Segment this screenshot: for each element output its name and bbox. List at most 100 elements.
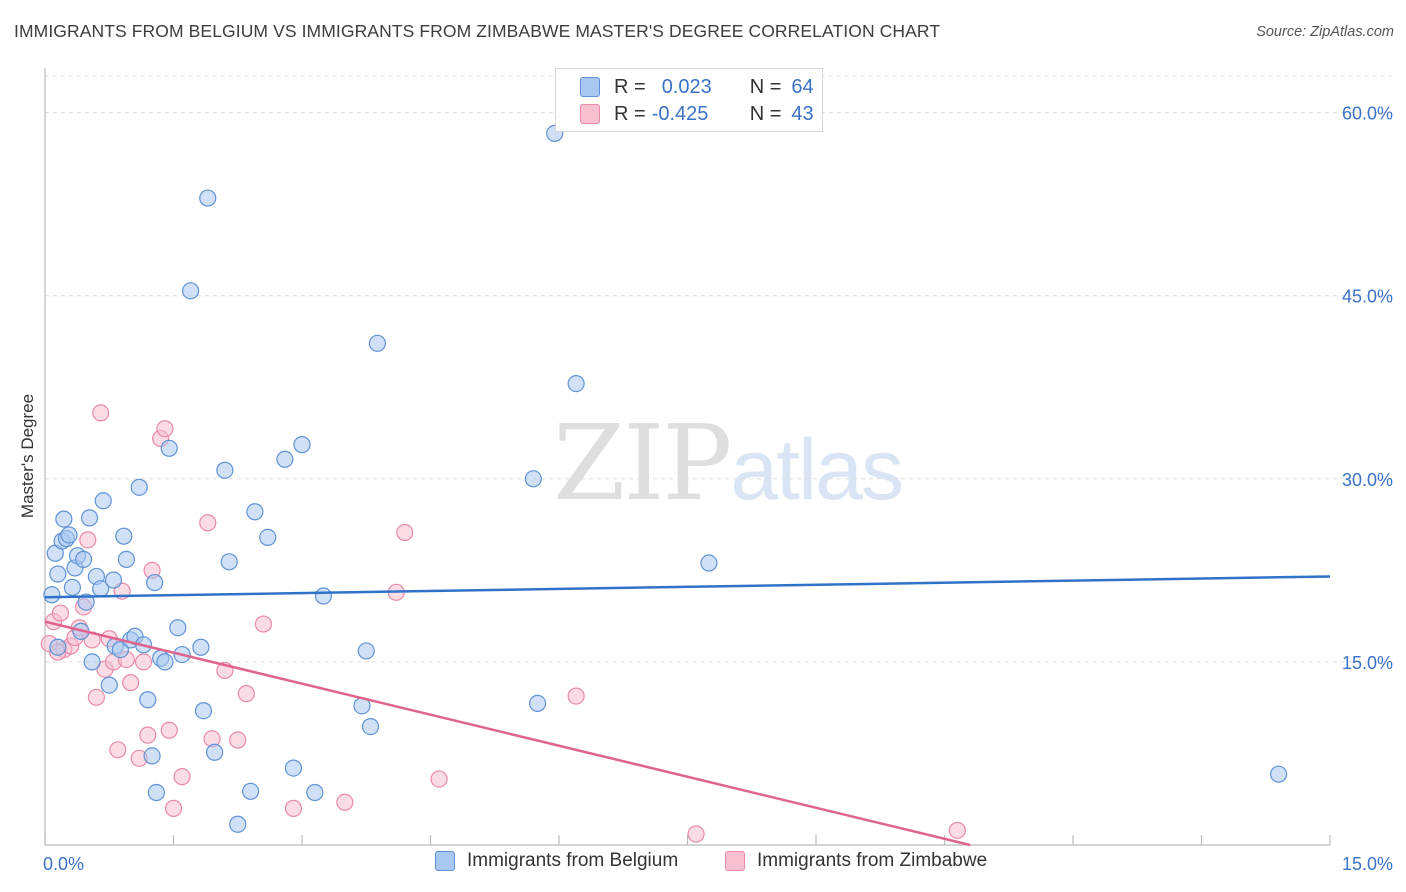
belgium-point-28 — [139, 691, 157, 709]
zimbabwe-point-38 — [430, 770, 448, 788]
source-label: Source: ZipAtlas.com — [1256, 24, 1394, 40]
chart-title: IMMIGRANTS FROM BELGIUM VS IMMIGRANTS FR… — [14, 21, 941, 41]
belgium-point-18 — [100, 676, 118, 694]
belgium-point-55 — [361, 717, 380, 736]
zimbabwe-point-26 — [164, 799, 183, 817]
zimbabwe-point-28 — [199, 514, 217, 532]
legend-item-belgium[interactable]: Immigrants from Belgium — [435, 850, 678, 872]
belgium-point-49 — [284, 759, 303, 777]
axes — [44, 68, 1330, 846]
belgium-point-22 — [115, 527, 133, 545]
x-tick-label-0: 0.0% — [43, 854, 84, 874]
zimbabwe-point-8 — [79, 531, 97, 549]
belgium-point-42 — [216, 461, 234, 479]
legend-row-belgium: R = 0.023 N = 64 — [580, 74, 814, 100]
zimbabwe-point-21 — [139, 726, 157, 744]
belgium-point-40 — [199, 189, 217, 207]
zimbabwe-point-18 — [122, 674, 140, 692]
y-tick-label-1: 30.0% — [1342, 470, 1393, 490]
zimbabwe-point-41 — [948, 821, 966, 839]
belgium-point-29 — [143, 747, 161, 765]
belgium-legend-label: Immigrants from Belgium — [467, 850, 679, 871]
legend-row-zimbabwe: R = -0.425 N = 43 — [580, 101, 814, 127]
zimbabwe-point-10 — [87, 688, 106, 706]
belgium-point-6 — [60, 526, 78, 544]
belgium-point-61 — [567, 375, 585, 393]
zimbabwe-trend-line — [44, 620, 971, 847]
belgium-point-12 — [77, 593, 95, 611]
zimbabwe-swatch — [580, 104, 600, 124]
x-axis-tick-labels: 0.0% 15.0% — [43, 854, 1393, 874]
zimbabwe-point-34 — [284, 799, 303, 817]
zimbabwe-point-20 — [134, 653, 153, 671]
zimbabwe-n-label: N = — [749, 102, 782, 125]
zimbabwe-point-35 — [336, 793, 354, 811]
belgium-point-44 — [229, 815, 247, 833]
belgium-r-label: R = — [614, 75, 646, 98]
zimbabwe-point-15 — [109, 741, 127, 759]
zimbabwe-r-label: R = — [614, 102, 646, 125]
zimbabwe-point-25 — [160, 721, 178, 739]
belgium-point-31 — [147, 783, 165, 802]
belgium-point-17 — [94, 492, 112, 510]
belgium-point-23 — [117, 550, 135, 568]
belgium-point-58 — [524, 470, 542, 488]
belgium-point-45 — [242, 782, 260, 800]
x-tick-label-1: 15.0% — [1342, 854, 1393, 874]
stats-legend: R = 0.023 N = 64 R = -0.425 N = 43 — [555, 68, 823, 132]
belgium-point-0 — [43, 586, 61, 604]
belgium-point-57 — [49, 638, 67, 656]
gridlines — [45, 75, 1392, 663]
x-axis-ticks — [44, 835, 1331, 845]
legend-item-zimbabwe[interactable]: Immigrants from Zimbabwe — [725, 850, 987, 872]
belgium-point-4 — [55, 510, 73, 528]
zimbabwe-point-33 — [254, 615, 273, 633]
belgium-point-56 — [368, 334, 386, 352]
y-tick-label-0: 15.0% — [1342, 653, 1393, 673]
zimbabwe-legend-swatch — [725, 851, 745, 871]
belgium-point-63 — [1269, 765, 1288, 783]
belgium-point-48 — [276, 450, 294, 468]
zimbabwe-legend-label: Immigrants from Zimbabwe — [757, 850, 988, 871]
y-tick-label-3: 60.0% — [1342, 104, 1393, 124]
belgium-point-39 — [194, 702, 213, 720]
belgium-n-label: N = — [749, 75, 782, 98]
belgium-point-2 — [49, 565, 67, 583]
zimbabwe-r-value: -0.425 — [651, 102, 709, 125]
belgium-point-19 — [104, 571, 123, 589]
belgium-point-33 — [156, 653, 174, 671]
belgium-point-11 — [74, 550, 93, 568]
y-axis-label: Master's Degree — [18, 394, 37, 518]
belgium-point-51 — [306, 783, 324, 802]
belgium-point-62 — [700, 554, 718, 572]
belgium-point-43 — [220, 553, 238, 571]
belgium-point-7 — [63, 578, 82, 597]
belgium-point-46 — [246, 503, 264, 521]
zimbabwe-point-31 — [229, 731, 247, 749]
y-tick-label-2: 45.0% — [1342, 287, 1393, 307]
zimbabwe-point-11 — [92, 404, 110, 422]
zimbabwe-point-24 — [156, 420, 174, 438]
belgium-n-value: 64 — [791, 75, 814, 98]
zimbabwe-n-value: 43 — [791, 102, 814, 125]
belgium-point-13 — [80, 509, 99, 527]
belgium-trend-line — [44, 575, 1331, 599]
belgium-point-14 — [83, 653, 101, 671]
belgium-point-52 — [314, 587, 333, 605]
zimbabwe-point-2 — [51, 604, 70, 622]
belgium-swatch — [580, 77, 600, 97]
zimbabwe-point-39 — [567, 687, 585, 705]
zimbabwe-point-32 — [237, 685, 255, 703]
zimbabwe-point-27 — [173, 768, 191, 786]
belgium-point-35 — [169, 619, 187, 637]
belgium-point-50 — [293, 436, 311, 454]
trend-lines — [44, 575, 1331, 847]
belgium-point-37 — [182, 282, 200, 300]
belgium-point-38 — [192, 638, 210, 656]
belgium-point-30 — [146, 573, 164, 592]
series-belgium-points — [43, 124, 1288, 833]
y-axis-tick-labels: 15.0% 30.0% 45.0% 60.0% — [1342, 104, 1393, 673]
belgium-point-26 — [130, 478, 148, 496]
zimbabwe-point-40 — [687, 825, 705, 843]
